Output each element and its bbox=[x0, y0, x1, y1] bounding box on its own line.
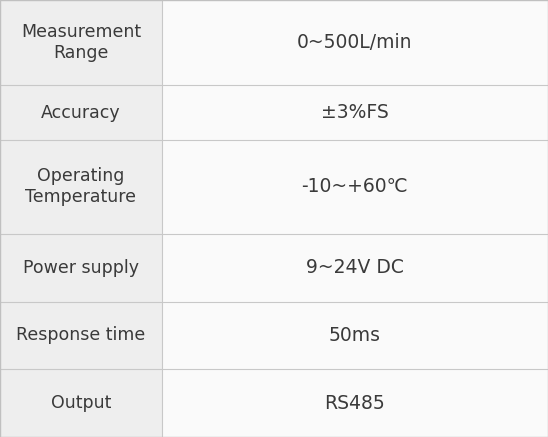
Text: Measurement
Range: Measurement Range bbox=[21, 23, 141, 62]
Text: Operating
Temperature: Operating Temperature bbox=[25, 167, 136, 206]
Bar bbox=[162, 140, 548, 234]
Text: Accuracy: Accuracy bbox=[41, 104, 121, 121]
Bar bbox=[0, 85, 162, 140]
Bar bbox=[162, 302, 548, 369]
Bar bbox=[0, 302, 162, 369]
Text: 9~24V DC: 9~24V DC bbox=[306, 258, 404, 277]
Text: -10~+60℃: -10~+60℃ bbox=[301, 177, 408, 196]
Text: 0~500L/min: 0~500L/min bbox=[297, 33, 413, 52]
Text: Output: Output bbox=[50, 394, 111, 412]
Bar bbox=[0, 369, 162, 437]
Bar bbox=[162, 85, 548, 140]
Bar bbox=[0, 0, 162, 85]
Text: ±3%FS: ±3%FS bbox=[321, 103, 389, 122]
Text: RS485: RS485 bbox=[324, 394, 385, 413]
Bar bbox=[162, 234, 548, 302]
Bar bbox=[0, 140, 162, 234]
Text: Power supply: Power supply bbox=[23, 259, 139, 277]
Text: Response time: Response time bbox=[16, 326, 145, 344]
Bar bbox=[0, 234, 162, 302]
Bar bbox=[162, 369, 548, 437]
Text: 50ms: 50ms bbox=[329, 326, 381, 345]
Bar bbox=[162, 0, 548, 85]
